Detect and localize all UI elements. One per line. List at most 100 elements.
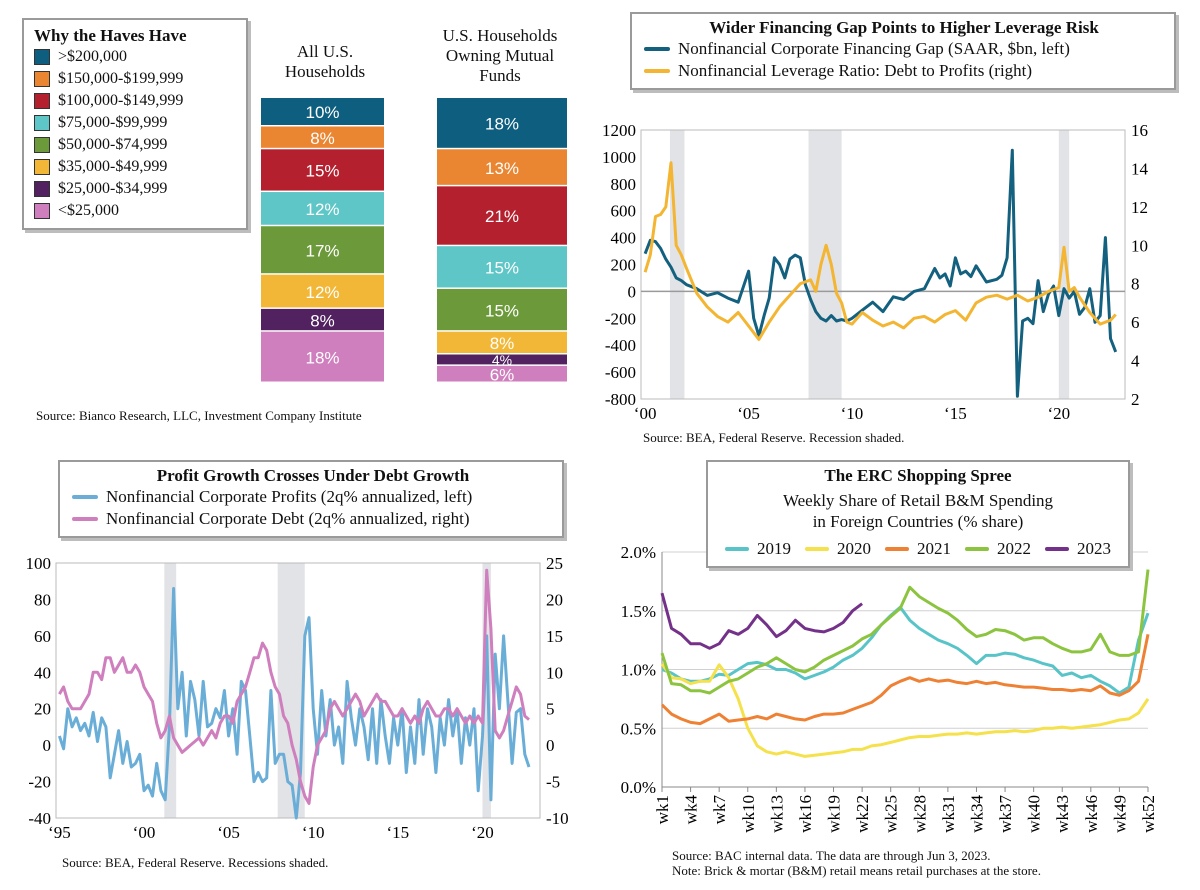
- legend-swatch: [34, 93, 50, 109]
- y-right-tick-label: 10: [546, 663, 563, 682]
- legend-item-2019: 2019: [725, 538, 791, 560]
- legend-item-75-000-99-999: $75,000-$99,999: [34, 112, 238, 134]
- p4-subtitle-1: Weekly Share of Retail B&M Spending: [782, 491, 1054, 510]
- panel2-source: Source: BEA, Federal Reserve. Recession …: [643, 430, 905, 445]
- legend-item-35-000-49-999: $35,000-$49,999: [34, 156, 238, 178]
- p4-legend-rows: 2019 2020 2021 2022 2023: [716, 538, 1120, 560]
- legend-item-100-000-149-999: $100,000-$149,999: [34, 90, 238, 112]
- y-right-tick-label: 14: [1131, 159, 1149, 178]
- x-tick-label: wk46: [1082, 795, 1101, 833]
- y-right-tick-label: 16: [1131, 121, 1148, 140]
- p4-subtitle-2: in Foreign Countries (% share): [812, 512, 1024, 531]
- legend-swatch: [34, 181, 50, 197]
- x-tick-label: ‘15: [387, 823, 410, 842]
- x-tick-label: ‘05: [217, 823, 240, 842]
- x-tick-label: wk28: [910, 795, 929, 833]
- legend-label: <$25,000: [58, 202, 120, 219]
- legend-swatch: [1045, 547, 1069, 551]
- x-tick-label: ‘00: [634, 404, 657, 423]
- y-right-tick-label: 15: [546, 627, 563, 646]
- x-tick-label: wk22: [853, 795, 872, 833]
- p2-title: Wider Financing Gap Points to Higher Lev…: [709, 18, 1099, 37]
- x-tick-label: ‘05: [737, 404, 760, 423]
- x-tick-label: wk37: [996, 795, 1015, 833]
- bar-segment: [261, 308, 384, 331]
- y-tick-label: 1.0%: [621, 661, 656, 680]
- legend-label: 2022: [997, 539, 1031, 558]
- p2-legend-swatch-leverage: [644, 69, 670, 73]
- x-tick-label: wk1: [653, 795, 672, 824]
- y-tick-label: 0.5%: [621, 719, 656, 738]
- legend-item-150-000-199-999: $150,000-$199,999: [34, 68, 238, 90]
- y-left-tick-label: 80: [34, 590, 51, 609]
- bar-segment: [261, 331, 384, 382]
- bar-segment: [437, 149, 567, 185]
- legend-label: $25,000-$34,999: [58, 180, 168, 197]
- bar-data-label: 15%: [485, 301, 519, 320]
- series-line-2023: [660, 592, 863, 650]
- panel-financing-gap: -800 -600 -400 -200 0 200 400 600 800 1000 1200 2 4 6…: [585, 0, 1200, 450]
- bar-segment: [261, 149, 384, 191]
- legend-swatch: [34, 137, 50, 153]
- y-left-tick-label: 60: [34, 627, 51, 646]
- p3-legend-swatch-profits: [72, 495, 98, 499]
- y-right-tick-label: 0: [546, 736, 555, 755]
- panel4-source-2: Note: Brick & mortar (B&M) retail means …: [672, 863, 1041, 878]
- bar-data-label: 17%: [305, 241, 339, 260]
- bar-segment: [261, 226, 384, 274]
- bar-segment: [437, 365, 567, 382]
- legend-swatch: [885, 547, 909, 551]
- profit-debt-chart: -40 -20 0 20 40 60 80 100 -10 -5 0 5 10 15 20 25 ‘95 ‘00 ‘…: [26, 554, 569, 842]
- y-right-tick-label: 4: [1131, 352, 1140, 371]
- p3-legend-item-profits: Nonfinancial Corporate Profits (2q% annu…: [72, 486, 554, 508]
- income-legend: Why the Haves Have >$200,000 $150,000-$19…: [22, 18, 248, 230]
- bar-segment: [261, 98, 384, 125]
- bar-data-label: 21%: [485, 207, 519, 226]
- y-right-tick-label: 8: [1131, 275, 1140, 294]
- legend-swatch: [34, 115, 50, 131]
- y-left-tick-label: 0: [628, 282, 637, 301]
- legend-label: 2020: [837, 539, 871, 558]
- series-line-nonfinancial-leverage-ratio-debt-to-prof: [643, 161, 1117, 341]
- panel-profit-debt: -40 -20 0 20 40 60 80 100 -10 -5 0 5 10 15 20 25 ‘95 ‘00 ‘…: [0, 450, 600, 890]
- series-line-nonfinancial-corporate-financing-gap-saa: [643, 148, 1118, 398]
- y-right-tick-label: 12: [1131, 198, 1148, 217]
- recession-shade: [1058, 130, 1070, 399]
- y-left-tick-label: -40: [28, 809, 51, 828]
- recession-shade: [808, 130, 842, 399]
- bar-data-label: 18%: [485, 115, 519, 134]
- y-left-tick-label: 800: [611, 175, 637, 194]
- legend-label: $75,000-$99,999: [58, 114, 168, 131]
- series-line-2021: [660, 634, 1150, 726]
- legend-label: $50,000-$74,999: [58, 136, 168, 153]
- financing-gap-chart: -800 -600 -400 -200 0 200 400 600 800 1000 1200 2 4 6…: [602, 121, 1149, 423]
- plot-frame: [640, 129, 1126, 400]
- y-right-tick-label: -10: [546, 809, 569, 828]
- series-line-nonfinancial-corporate-profits-2q-annual: [57, 587, 531, 820]
- y-tick-label: 1.5%: [621, 602, 656, 621]
- y-right-tick-label: 25: [546, 554, 563, 573]
- y-left-tick-label: 600: [611, 202, 637, 221]
- bar-data-label: 15%: [305, 162, 339, 181]
- bar-segment: [437, 98, 567, 148]
- x-tick-label: wk4: [682, 795, 701, 825]
- y-right-tick-label: 2: [1131, 390, 1140, 409]
- p4-legend: The ERC Shopping Spree Weekly Share of R…: [706, 460, 1130, 568]
- legend-item-25-000-34-999: $25,000-$34,999: [34, 178, 238, 200]
- p3-legend: Profit Growth Crosses Under Debt Growth …: [58, 460, 564, 538]
- legend-swatch: [805, 547, 829, 551]
- panel4-source-1: Source: BAC internal data. The data are …: [672, 848, 991, 863]
- y-left-tick-label: -400: [605, 336, 636, 355]
- y-right-tick-label: 6: [1131, 313, 1140, 332]
- legend-item-2022: 2022: [965, 538, 1031, 560]
- y-right-tick-label: 5: [546, 700, 555, 719]
- bar-segment: [437, 186, 567, 245]
- p4-title: The ERC Shopping Spree: [824, 466, 1012, 485]
- series-line-nonfinancial-corporate-debt-2q-annualize: [58, 568, 530, 805]
- x-tick-label: wk16: [796, 795, 815, 833]
- panel1-source: Source: Bianco Research, LLC, Investment…: [36, 408, 362, 423]
- legend-label: 2021: [917, 539, 951, 558]
- y-left-tick-label: 40: [34, 663, 51, 682]
- p3-legend-swatch-debt: [72, 517, 98, 521]
- bar-data-label: 13%: [485, 159, 519, 178]
